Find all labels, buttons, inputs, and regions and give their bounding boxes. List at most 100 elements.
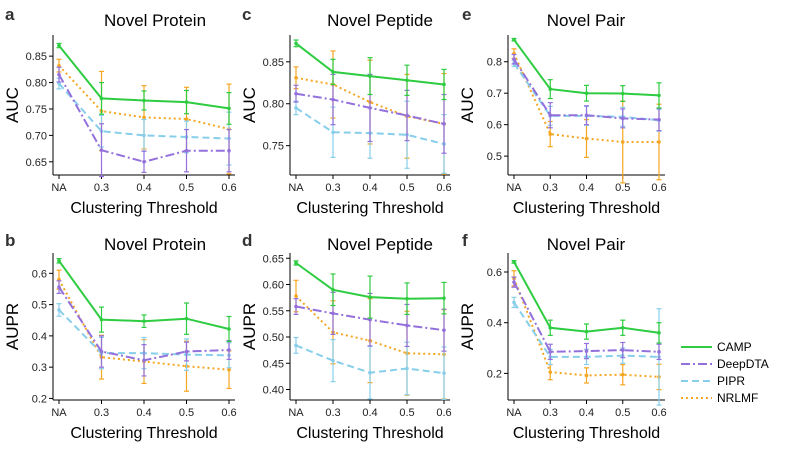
y-tick-label: 0.65 (26, 157, 47, 169)
data-point (368, 74, 372, 78)
x-tick-label: 0.3 (543, 407, 558, 419)
y-tick-label: 0.8 (487, 57, 502, 69)
panel-letter: a (5, 5, 15, 24)
data-point (99, 96, 104, 101)
data-point (99, 148, 104, 152)
x-tick-label: NA (288, 407, 304, 419)
data-point (512, 57, 516, 62)
legend-label: DeepDTA (717, 357, 769, 371)
data-point (294, 294, 298, 298)
data-point (548, 325, 553, 330)
y-axis-label: AUC (3, 87, 22, 123)
x-tick-label: 0.5 (615, 407, 630, 419)
data-point (142, 358, 146, 363)
y-tick-label: 0.75 (263, 141, 284, 153)
panel-d: d Novel Peptide AUPR Clustering Threshold 0.… (240, 231, 452, 442)
x-tick-label: 0.6 (436, 182, 451, 194)
series-deepdta (56, 66, 232, 178)
x-tick-label: 0.5 (615, 182, 630, 194)
data-point (657, 331, 661, 335)
data-point (405, 78, 409, 83)
x-tick-label: 0.4 (136, 182, 151, 194)
data-point (442, 371, 446, 376)
x-axis-label: Clustering Threshold (70, 425, 217, 442)
data-point (368, 317, 372, 322)
data-point (620, 140, 625, 144)
data-point (184, 148, 189, 153)
x-tick-label: 0.6 (221, 407, 236, 419)
data-point (99, 349, 104, 354)
legend-item-deepdta: DeepDTA (681, 357, 769, 371)
y-tick-label: 0.85 (263, 57, 284, 69)
y-tick-label: 0.6 (487, 120, 502, 132)
y-tick-label: 0.45 (263, 358, 284, 370)
panel-f: f Novel Pair AUPR Clustering Threshold 0.2 0.… (458, 231, 667, 442)
data-point (442, 122, 446, 126)
data-point (331, 70, 335, 74)
data-point (512, 300, 516, 305)
y-tick-label: 0.70 (26, 130, 47, 142)
panel-title: Novel Pair (547, 11, 626, 30)
series-camp (293, 260, 447, 319)
x-tick-label: 0.3 (543, 182, 558, 194)
panel-e: e Novel Pair AUC Clustering Threshold 0.5 0.6… (458, 5, 667, 217)
data-point (657, 93, 661, 98)
panel-letter: c (242, 5, 251, 24)
y-tick-label: 0.2 (487, 368, 502, 380)
data-point (657, 140, 661, 144)
legend-item-nrlmf: NRLMF (681, 391, 758, 405)
y-tick-label: 0.2 (32, 393, 47, 405)
data-point (57, 81, 61, 86)
data-point (57, 63, 61, 68)
data-point (57, 72, 61, 77)
panel-c: c Novel Peptide AUC Clustering Threshold 0.7… (240, 5, 452, 217)
data-point (512, 280, 516, 284)
data-point (227, 348, 231, 352)
x-tick-label: 0.4 (136, 407, 151, 419)
x-tick-label: 0.5 (179, 182, 194, 194)
x-axis-label: Clustering Threshold (70, 200, 217, 217)
data-point (294, 343, 298, 348)
data-point (99, 317, 104, 322)
data-point (512, 260, 516, 264)
x-tick-label: 0.4 (362, 407, 377, 419)
panel-title: Novel Pair (547, 235, 626, 254)
legend-label: CAMP (717, 340, 752, 354)
data-point (584, 373, 589, 378)
y-tick-label: 0.50 (263, 332, 284, 344)
data-point (142, 159, 146, 164)
data-point (584, 349, 589, 353)
panel-title: Novel Protein (104, 235, 206, 254)
data-point (548, 87, 553, 91)
panel-letter: b (5, 231, 15, 250)
data-point (368, 295, 372, 299)
data-point (620, 116, 625, 121)
y-tick-label: 0.5 (487, 151, 502, 163)
data-point (294, 106, 298, 110)
data-point (184, 117, 189, 121)
y-tick-label: 0.75 (26, 104, 47, 116)
data-point (57, 43, 61, 48)
y-tick-label: 0.4 (487, 318, 502, 330)
y-tick-label: 0.7 (487, 88, 502, 100)
x-tick-label: 0.3 (325, 182, 340, 194)
x-axis-label: Clustering Threshold (296, 200, 443, 217)
data-point (142, 98, 146, 103)
y-tick-label: 0.80 (263, 99, 284, 111)
legend: CAMP DeepDTA PIPR NRLMF (681, 340, 769, 405)
series-line (295, 295, 445, 356)
data-point (368, 370, 372, 375)
data-point (294, 41, 298, 46)
panel-a: a Novel Protein AUC Clustering Threshold 0.6… (3, 5, 237, 217)
x-tick-label: NA (51, 182, 67, 194)
panel-title: Novel Protein (104, 11, 206, 30)
data-point (227, 367, 231, 372)
series-line (58, 74, 229, 163)
x-axis-label: Clustering Threshold (296, 425, 443, 442)
y-tick-label: 0.85 (26, 51, 47, 63)
data-point (584, 91, 589, 96)
y-tick-label: 0.40 (263, 385, 284, 397)
series-camp (56, 258, 232, 343)
data-point (442, 82, 446, 87)
